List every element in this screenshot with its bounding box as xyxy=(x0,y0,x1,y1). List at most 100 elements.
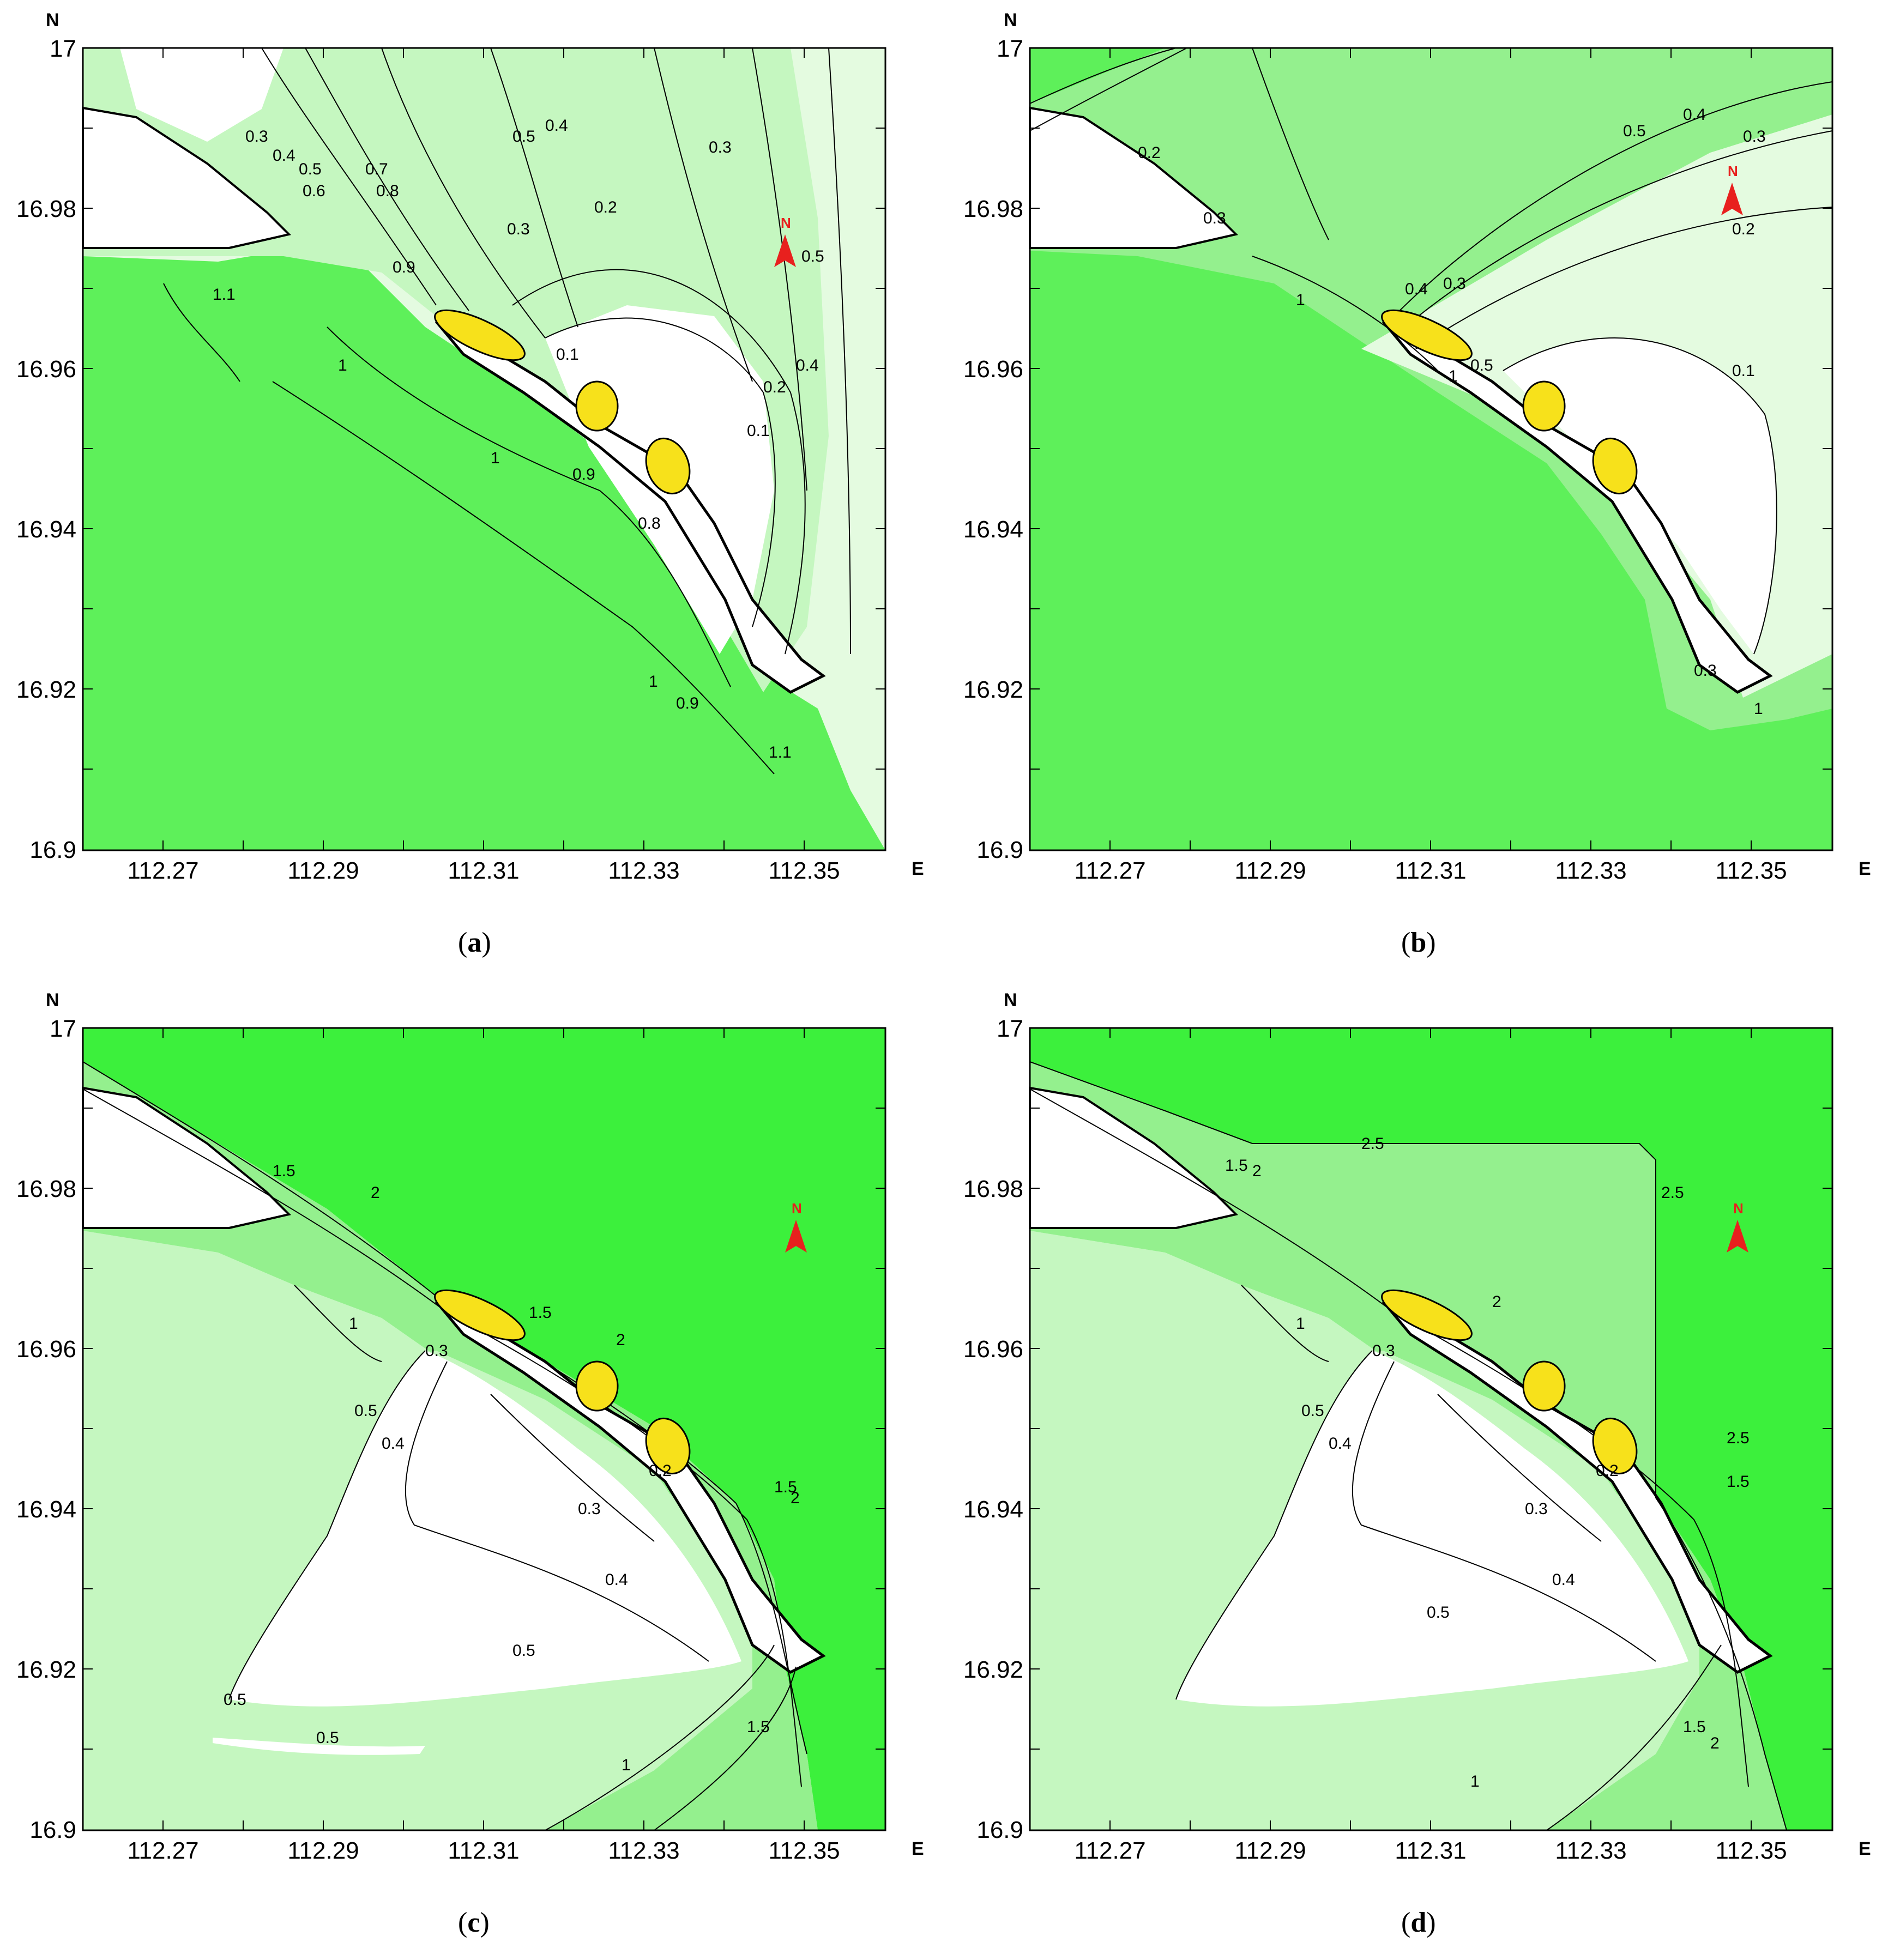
contour-label: 1.5 xyxy=(1727,1473,1750,1491)
north-arrow-icon: N xyxy=(774,215,796,267)
x-tick-label: 112.27 xyxy=(1074,1837,1145,1864)
east-label: E xyxy=(1859,1838,1871,1859)
contour-label: 0.5 xyxy=(1301,1402,1324,1420)
contour-label: 0.3 xyxy=(245,128,268,146)
x-tick-label: 112.29 xyxy=(287,1837,359,1864)
east-label: E xyxy=(912,1838,924,1859)
y-tick-label: 17 xyxy=(50,35,76,62)
island-2 xyxy=(1522,380,1566,432)
contour-label: 1 xyxy=(1449,367,1458,385)
x-tick-label: 112.35 xyxy=(768,857,840,884)
x-tick-label: 112.29 xyxy=(1234,1837,1306,1864)
contour-label: 1 xyxy=(1296,1315,1305,1333)
x-tick-label: 112.27 xyxy=(127,1837,198,1864)
island-2 xyxy=(575,1360,619,1412)
contour-label: 0.4 xyxy=(545,117,568,135)
contour-label: 0.8 xyxy=(376,182,399,200)
contour-label: 1.5 xyxy=(273,1162,295,1180)
y-axis-tick-labels: 17 16.98 16.96 16.94 16.92 16.9 xyxy=(16,35,76,863)
axis-ticks xyxy=(83,1028,885,1830)
island-2 xyxy=(575,380,619,432)
contour-label: 1 xyxy=(1470,1773,1480,1790)
mid-contour-zone xyxy=(83,1062,818,1830)
contour-label: 0.2 xyxy=(763,378,786,396)
y-tick-label: 16.96 xyxy=(16,1336,76,1363)
x-axis-tick-labels: 112.27 112.29 112.31 112.33 112.35 xyxy=(127,1837,840,1864)
contour-label: 0.5 xyxy=(1427,1604,1450,1622)
caption-b: (b) xyxy=(1401,927,1436,958)
x-tick-label: 112.27 xyxy=(1074,857,1145,884)
contour-label: 0.2 xyxy=(1596,1462,1619,1480)
island-2 xyxy=(1522,1360,1566,1412)
contour-label: 0.4 xyxy=(382,1435,405,1453)
x-axis-tick-labels: 112.27 112.29 112.31 112.33 112.35 xyxy=(1074,1837,1787,1864)
north-label: N xyxy=(46,10,59,31)
y-tick-label: 16.96 xyxy=(963,1336,1023,1363)
y-tick-label: 16.9 xyxy=(29,837,76,863)
mid-contour-zone xyxy=(1030,1062,1787,1830)
land-mass xyxy=(1029,106,1238,249)
x-tick-label: 112.31 xyxy=(448,1837,519,1864)
y-tick-label: 16.9 xyxy=(29,1817,76,1843)
contour-label: 1.1 xyxy=(213,286,236,304)
caption-a: (a) xyxy=(458,927,491,958)
axis-ticks xyxy=(1030,48,1832,850)
contour-label: 0.4 xyxy=(1552,1571,1575,1589)
x-tick-label: 112.29 xyxy=(287,857,359,884)
y-tick-label: 16.92 xyxy=(963,676,1023,703)
contour-label: 2 xyxy=(616,1331,625,1349)
contour-label: 0.5 xyxy=(512,128,535,146)
contour-label: 2 xyxy=(1252,1162,1262,1180)
x-tick-label: 112.29 xyxy=(1234,857,1306,884)
contour-label: 0.5 xyxy=(224,1691,246,1709)
y-tick-label: 16.98 xyxy=(16,196,76,222)
white-zone-lagoon xyxy=(1176,1351,1688,1707)
bright-green-zone xyxy=(83,1028,885,1830)
light-contour-zone xyxy=(83,48,829,692)
contour-label: 2 xyxy=(1492,1293,1501,1311)
contour-label: 2 xyxy=(791,1489,800,1507)
contour-label: 2 xyxy=(1710,1734,1720,1752)
contour-label: 0.6 xyxy=(303,182,325,200)
contour-label: 1 xyxy=(338,356,347,374)
contour-label: 1.5 xyxy=(1225,1157,1248,1175)
contour-label: 1 xyxy=(1754,700,1763,718)
y-tick-label: 16.94 xyxy=(963,1496,1023,1523)
contour-label: 0.3 xyxy=(1743,128,1766,146)
x-axis-tick-labels: 112.27 112.29 112.31 112.33 112.35 xyxy=(1074,857,1787,884)
y-tick-label: 16.96 xyxy=(16,356,76,383)
contour-label: 0.5 xyxy=(512,1642,535,1660)
y-tick-label: 16.94 xyxy=(16,516,76,543)
contour-label: 1.5 xyxy=(774,1478,797,1496)
contour-label: 2 xyxy=(371,1184,380,1202)
contour-label: 1.5 xyxy=(1683,1718,1706,1736)
contour-lines xyxy=(82,1061,807,1831)
contour-label: 0.1 xyxy=(747,422,770,440)
contour-label: 0.5 xyxy=(1470,356,1493,374)
island-1 xyxy=(434,1289,526,1341)
contour-label: 1 xyxy=(1296,291,1305,309)
north-label: N xyxy=(1004,10,1017,31)
island-1 xyxy=(1381,309,1473,361)
contour-label: 0.7 xyxy=(365,160,388,178)
contour-label: 0.4 xyxy=(1683,106,1706,124)
svg-text:N: N xyxy=(1733,1200,1744,1217)
contour-label: 0.3 xyxy=(1203,209,1226,227)
contour-label: 0.3 xyxy=(1525,1500,1548,1518)
white-zone-strip xyxy=(213,1738,425,1755)
island-1 xyxy=(434,309,526,361)
x-tick-label: 112.35 xyxy=(1715,857,1787,884)
y-axis-tick-labels: 17 16.98 16.96 16.94 16.92 16.9 xyxy=(963,35,1023,863)
x-tick-label: 112.31 xyxy=(448,857,519,884)
y-tick-label: 16.9 xyxy=(976,837,1023,863)
contour-label: 0.1 xyxy=(1732,362,1755,380)
svg-text:N: N xyxy=(792,1200,802,1217)
contour-label: 1 xyxy=(649,673,658,691)
map-panel-c: N 1.5 2 1 1.5 2 0.3 0.5 0.4 0.3 0.4 0.5 … xyxy=(16,990,924,1864)
caption-c: (c) xyxy=(458,1907,490,1938)
x-tick-label: 112.33 xyxy=(608,857,679,884)
contour-labels: 0.2 0.3 1 0.4 0.3 0.5 0.4 0.3 0.2 0.1 1 … xyxy=(1138,106,1766,718)
contour-label: 0.5 xyxy=(1623,122,1646,140)
contour-label: 0.3 xyxy=(709,138,732,156)
contour-label: 0.3 xyxy=(578,1500,601,1518)
